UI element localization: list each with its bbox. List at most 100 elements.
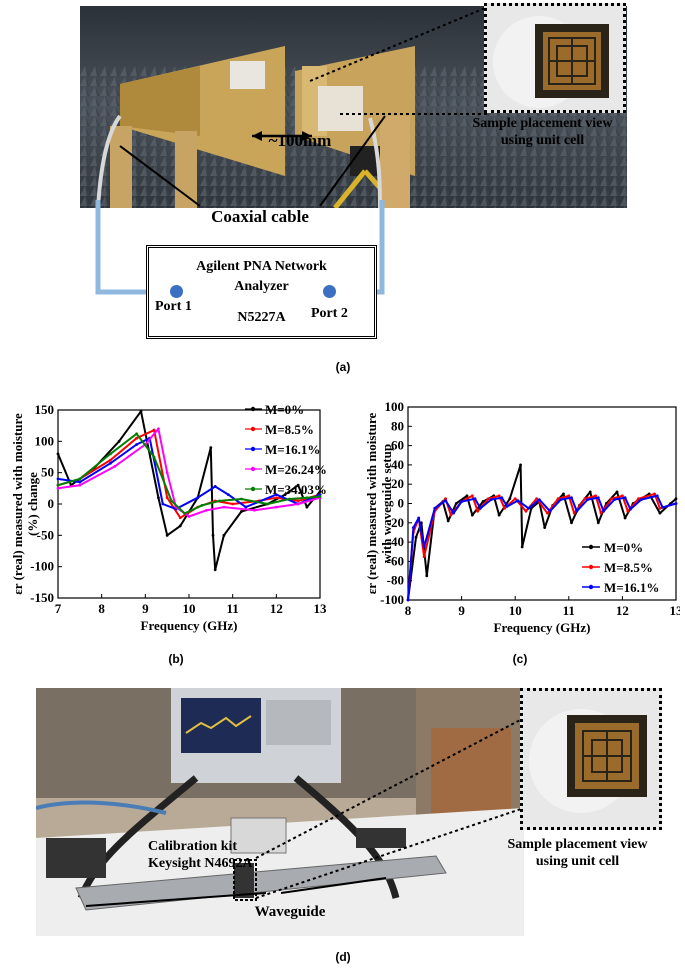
data-point <box>615 490 619 494</box>
data-point <box>211 533 215 537</box>
data-point <box>296 499 300 503</box>
data-point <box>674 502 678 505</box>
data-point <box>639 498 643 502</box>
port1-dot <box>170 285 183 298</box>
x-axis-label: Frequency (GHz) <box>141 618 238 633</box>
legend-label-4: M=34.03% <box>265 482 327 497</box>
network-analyzer-box: Agilent PNA Network Analyzer N5227A Port… <box>146 245 377 339</box>
data-point <box>109 452 112 456</box>
data-point <box>535 497 539 501</box>
data-point <box>537 498 541 502</box>
data-point <box>135 436 139 440</box>
data-point <box>661 505 664 509</box>
unit-cell-sample-icon <box>493 16 609 108</box>
data-point <box>296 502 300 506</box>
series-line-2 <box>407 494 677 601</box>
data-point <box>78 480 82 484</box>
data-point <box>425 574 429 578</box>
data-point <box>497 494 501 498</box>
data-point <box>497 513 501 517</box>
data-point <box>449 513 453 517</box>
y-axis-label-line1: εr (real) measured with moisture <box>364 413 379 595</box>
inset-caption-a-line2: using unit cell <box>500 133 585 148</box>
port2-label: Port 2 <box>311 306 348 321</box>
y-axis-label: εr (real) measured with moisture(%) chan… <box>10 413 40 595</box>
data-point <box>56 483 60 487</box>
data-point <box>411 526 415 530</box>
data-point <box>520 545 524 549</box>
y-tick-label: -80 <box>387 573 404 588</box>
data-point <box>524 509 528 513</box>
x-tick-label: 10 <box>183 601 196 616</box>
data-point <box>318 490 322 493</box>
series-line-4 <box>57 432 321 515</box>
data-point <box>626 509 630 513</box>
waveguide-label: Waveguide <box>254 904 326 920</box>
data-point <box>414 535 418 539</box>
data-point <box>117 439 121 443</box>
data-point <box>417 516 421 520</box>
x-tick-label: 13 <box>670 603 681 618</box>
data-point <box>570 496 573 500</box>
data-point <box>658 506 662 510</box>
data-point <box>165 533 169 537</box>
data-point <box>135 443 139 446</box>
y-tick-label: 150 <box>35 402 55 417</box>
data-point <box>240 510 243 513</box>
port1-label: Port 1 <box>155 299 192 314</box>
data-point <box>527 506 530 510</box>
panel-c-label: (c) <box>512 652 528 666</box>
data-point <box>209 446 213 449</box>
data-point <box>570 521 573 525</box>
data-point <box>596 496 600 500</box>
data-point <box>240 497 243 501</box>
analyzer-model: N5227A <box>237 310 286 325</box>
x-tick-label: 9 <box>458 603 465 618</box>
data-point <box>56 452 60 456</box>
data-point <box>476 509 480 513</box>
calibration-kit-line2: Keysight N4692A <box>148 856 253 871</box>
data-point <box>266 502 269 506</box>
data-point <box>655 494 659 498</box>
data-point <box>288 497 291 501</box>
y-tick-label: 50 <box>41 465 54 480</box>
inset-caption-d-line1: Sample placement view <box>507 837 648 852</box>
data-point <box>500 496 504 500</box>
data-point <box>623 516 627 520</box>
panel-a-label: (a) <box>335 360 351 374</box>
legend-label-0: M=0% <box>604 540 643 555</box>
x-tick-label: 11 <box>563 603 575 618</box>
data-point <box>473 497 477 501</box>
distance-label: ~100mm <box>268 131 332 150</box>
x-axis-label: Frequency (GHz) <box>494 620 591 635</box>
x-tick-label: 8 <box>98 601 105 616</box>
data-point <box>109 461 112 465</box>
data-point <box>213 485 217 488</box>
data-point <box>575 509 579 513</box>
y-tick-label: -60 <box>387 553 404 568</box>
data-point <box>161 502 165 506</box>
data-point <box>548 509 552 513</box>
chart-b: 7 8 9 10 11 12 13 -150 -100 -50 0 50 100 150 Frequency… <box>10 402 327 633</box>
legend-marker-1 <box>250 426 256 432</box>
data-point <box>487 497 490 501</box>
data-point <box>165 471 169 475</box>
data-point <box>78 483 82 487</box>
legend-label-1: M=8.5% <box>604 560 653 575</box>
data-point <box>165 496 169 500</box>
x-tick-label: 8 <box>405 603 412 618</box>
data-point <box>586 498 589 502</box>
y-tick-label: -100 <box>30 559 54 574</box>
data-point <box>187 515 191 518</box>
analyzer-name-line1: Agilent PNA Network <box>196 259 327 274</box>
data-point <box>422 555 426 558</box>
data-point <box>109 458 112 462</box>
data-point <box>516 499 520 503</box>
data-point <box>283 493 287 496</box>
coaxial-cable-label: Coaxial cable <box>211 207 309 226</box>
data-point <box>637 497 640 501</box>
data-point <box>183 512 187 515</box>
legend-marker-2 <box>250 446 256 452</box>
y-axis-label: εr (real) measured with moisturewith wav… <box>364 413 394 595</box>
data-point <box>318 495 322 498</box>
